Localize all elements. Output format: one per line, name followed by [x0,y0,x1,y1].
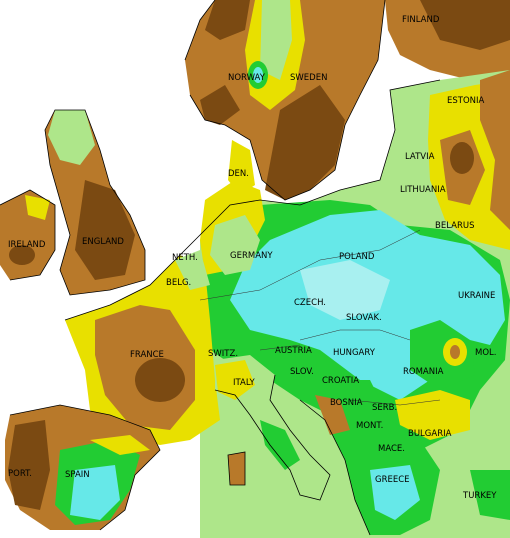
labels: FINLAND NORWAY SWEDEN ESTONIA LATVIA LITHUANI… [8,15,497,501]
country-label: FINLAND [402,15,440,25]
coastlines [0,0,441,536]
country-label: GERMANY [230,251,273,261]
country-label: DEN. [228,169,249,179]
country-label: SERB. [372,403,397,413]
iberia [5,405,160,530]
france [65,250,220,445]
finland [385,0,510,80]
country-label: AUSTRIA [275,346,312,356]
country-label: NETH. [172,253,198,263]
country-label: LITHUANIA [400,185,446,195]
country-label: ENGLAND [82,237,124,247]
country-label: ROMANIA [403,367,444,377]
balkans [315,380,510,538]
country-label: BELG. [166,278,191,288]
country-label: GREECE [375,475,410,485]
country-label: BELARUS [435,221,474,231]
country-label: SWEDEN [290,73,327,83]
country-label: CZECH. [294,298,326,308]
country-label: ESTONIA [447,96,485,106]
country-label: SWITZ. [208,349,238,359]
country-label: TURKEY [462,491,497,501]
country-label: IRELAND [8,240,46,250]
germany [200,140,265,275]
country-label: HUNGARY [333,348,376,358]
country-label: ITALY [233,378,255,388]
country-label: BOSNIA [330,398,363,408]
country-label: BULGARIA [408,429,452,439]
italy [215,355,330,520]
country-label: SLOV. [290,367,314,377]
country-label: MOL. [475,348,496,358]
country-label: POLAND [339,252,375,262]
country-label: SLOVAK. [346,313,382,323]
country-label: FRANCE [130,350,164,360]
british-isles [0,110,145,295]
country-label: LATVIA [405,152,435,162]
country-label: MONT. [356,421,383,431]
country-label: CROATIA [322,376,359,386]
country-label: UKRAINE [458,291,495,301]
country-label: MACE. [378,444,405,454]
scandinavia [185,0,385,200]
country-label: PORT. [8,469,32,479]
country-label: SPAIN [65,470,90,480]
country-label: NORWAY [228,73,266,83]
